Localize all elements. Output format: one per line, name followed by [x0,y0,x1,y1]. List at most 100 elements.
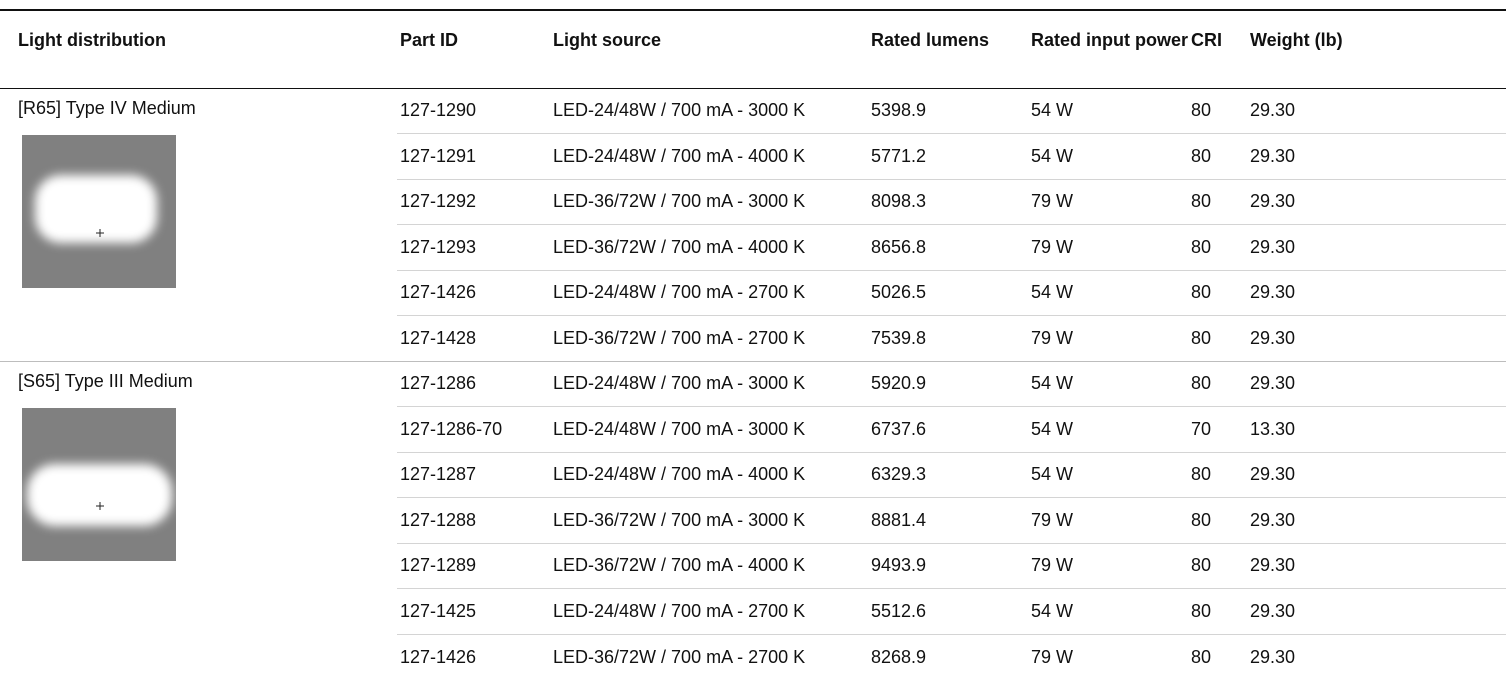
table-cell: 8098.3 [868,178,1028,225]
table-cell: LED-24/48W / 700 mA - 2700 K [550,588,868,634]
table-cell: 6329.3 [868,451,1028,498]
column-header: Light source [550,9,868,89]
table-row: 127-1287 LED-24/48W / 700 mA - 4000 K 6329… [0,451,1506,498]
table-cell: 79 W [1028,497,1188,543]
table-cell: LED-36/72W / 700 mA - 3000 K [550,178,868,225]
table-cell: 80 [1188,542,1247,589]
table-head: Light distribution Part ID Light source Rat… [0,9,1506,89]
table-cell: 7539.8 [868,315,1028,361]
distribution-image [22,407,176,561]
table-cell: 80 [1188,588,1247,634]
table-cell: 127-1292 [397,178,550,225]
table-cell: 5026.5 [868,269,1028,316]
distribution-label: [R65] Type IV Medium [18,97,196,118]
table-cell: 29.30 [1247,633,1506,679]
table-cell: 9493.9 [868,542,1028,589]
table-cell: LED-36/72W / 700 mA - 2700 K [550,633,868,679]
table-cell: 79 W [1028,542,1188,589]
table-cell: 29.30 [1247,269,1506,316]
spec-table: Light distribution Part ID Light source Rat… [0,9,1506,679]
table-cell: 80 [1188,497,1247,543]
header-row: Light distribution Part ID Light source Rat… [0,9,1506,89]
distribution-cell: [S65] Type III Medium [0,360,397,679]
column-header: Rated input power [1028,9,1188,89]
table-body: [R65] Type IV Medium 127-1290 LED-24/48W /… [0,88,1506,679]
table-cell: LED-24/48W / 700 mA - 2700 K [550,269,868,316]
table-cell: 80 [1188,360,1247,407]
table-cell: 80 [1188,633,1247,679]
table-cell: 127-1286 [397,360,550,407]
column-header: Part ID [397,9,550,89]
table-cell: 29.30 [1247,178,1506,225]
table-cell: LED-36/72W / 700 mA - 4000 K [550,224,868,270]
table-cell: 127-1286-70 [397,406,550,452]
table-cell: 5771.2 [868,133,1028,179]
table-cell: 127-1289 [397,542,550,589]
table-row: 127-1425 LED-24/48W / 700 mA - 2700 K 5512… [0,588,1506,634]
table-cell: 80 [1188,315,1247,361]
page: Light distribution Part ID Light source Rat… [0,9,1506,679]
table-cell: 8268.9 [868,633,1028,679]
table-row: 127-1289 LED-36/72W / 700 mA - 4000 K 9493… [0,542,1506,589]
table-cell: 54 W [1028,360,1188,407]
table-row: [S65] Type III Medium 127-1286 LED-24/48W … [0,360,1506,679]
table-row: 127-1428 LED-36/72W / 700 mA - 2700 K 7539… [0,315,1506,361]
table-cell: 29.30 [1247,315,1506,361]
table-cell: 29.30 [1247,133,1506,179]
table-cell: 13.30 [1247,406,1506,452]
table-cell: 29.30 [1247,224,1506,270]
table-row: 127-1291 LED-24/48W / 700 mA - 4000 K 5771… [0,133,1506,179]
table-cell: 127-1290 [400,100,477,121]
table-cell: 127-1291 [397,133,550,179]
table-cell: LED-24/48W / 700 mA - 3000 K [553,100,806,121]
table-cell: 80 [1191,100,1212,121]
table-cell: LED-24/48W / 700 mA - 4000 K [550,451,868,498]
table-cell: 54 W [1031,100,1074,121]
distribution-image [22,134,176,288]
table-row: 127-1426 LED-36/72W / 700 mA - 2700 K 8268… [0,633,1506,679]
table-cell: 8881.4 [868,497,1028,543]
table-cell: LED-24/48W / 700 mA - 4000 K [550,133,868,179]
table-cell: 79 W [1028,178,1188,225]
table-cell: 54 W [1028,269,1188,316]
table-cell: 127-1425 [397,588,550,634]
table-cell: 5398.9 [871,100,927,121]
table-cell: 127-1287 [397,451,550,498]
table-cell: 29.30 [1247,451,1506,498]
table-cell: 127-1293 [397,224,550,270]
table-row: 127-1292 LED-36/72W / 700 mA - 3000 K 8098… [0,178,1506,225]
table-cell: 127-1288 [397,497,550,543]
column-header: Light distribution [0,9,397,89]
table-cell: 29.30 [1250,100,1296,121]
table-cell: 54 W [1028,588,1188,634]
table-cell: 5920.9 [868,360,1028,407]
table-cell: 54 W [1028,406,1188,452]
table-cell: 80 [1188,178,1247,225]
table-cell: 79 W [1028,315,1188,361]
distribution-cell: [R65] Type IV Medium [0,88,397,361]
table-row: 127-1288 LED-36/72W / 700 mA - 3000 K 8881… [0,497,1506,543]
table-cell: 8656.8 [868,224,1028,270]
table-cell: 80 [1188,451,1247,498]
table-cell: LED-36/72W / 700 mA - 4000 K [550,542,868,589]
table-cell: LED-24/48W / 700 mA - 3000 K [550,360,868,407]
table-cell: 80 [1188,269,1247,316]
table-cell: LED-36/72W / 700 mA - 3000 K [550,497,868,543]
table-cell: 29.30 [1247,542,1506,589]
column-header: CRI [1188,9,1247,89]
table-cell: 29.30 [1247,497,1506,543]
table-cell: 80 [1188,224,1247,270]
column-header: Weight (lb) [1247,9,1506,89]
table-row: [R65] Type IV Medium 127-1290 LED-24/48W /… [0,88,1506,288]
table-cell: LED-24/48W / 700 mA - 3000 K [550,406,868,452]
table-cell: 70 [1188,406,1247,452]
table-cell: 79 W [1028,224,1188,270]
table-cell: 127-1428 [397,315,550,361]
table-cell: 127-1426 [397,269,550,316]
table-row: 127-1293 LED-36/72W / 700 mA - 4000 K 8656… [0,224,1506,270]
column-header: Rated lumens [868,9,1028,89]
table-cell: 54 W [1028,451,1188,498]
distribution-label: [S65] Type III Medium [18,370,193,391]
table-cell: 54 W [1028,133,1188,179]
